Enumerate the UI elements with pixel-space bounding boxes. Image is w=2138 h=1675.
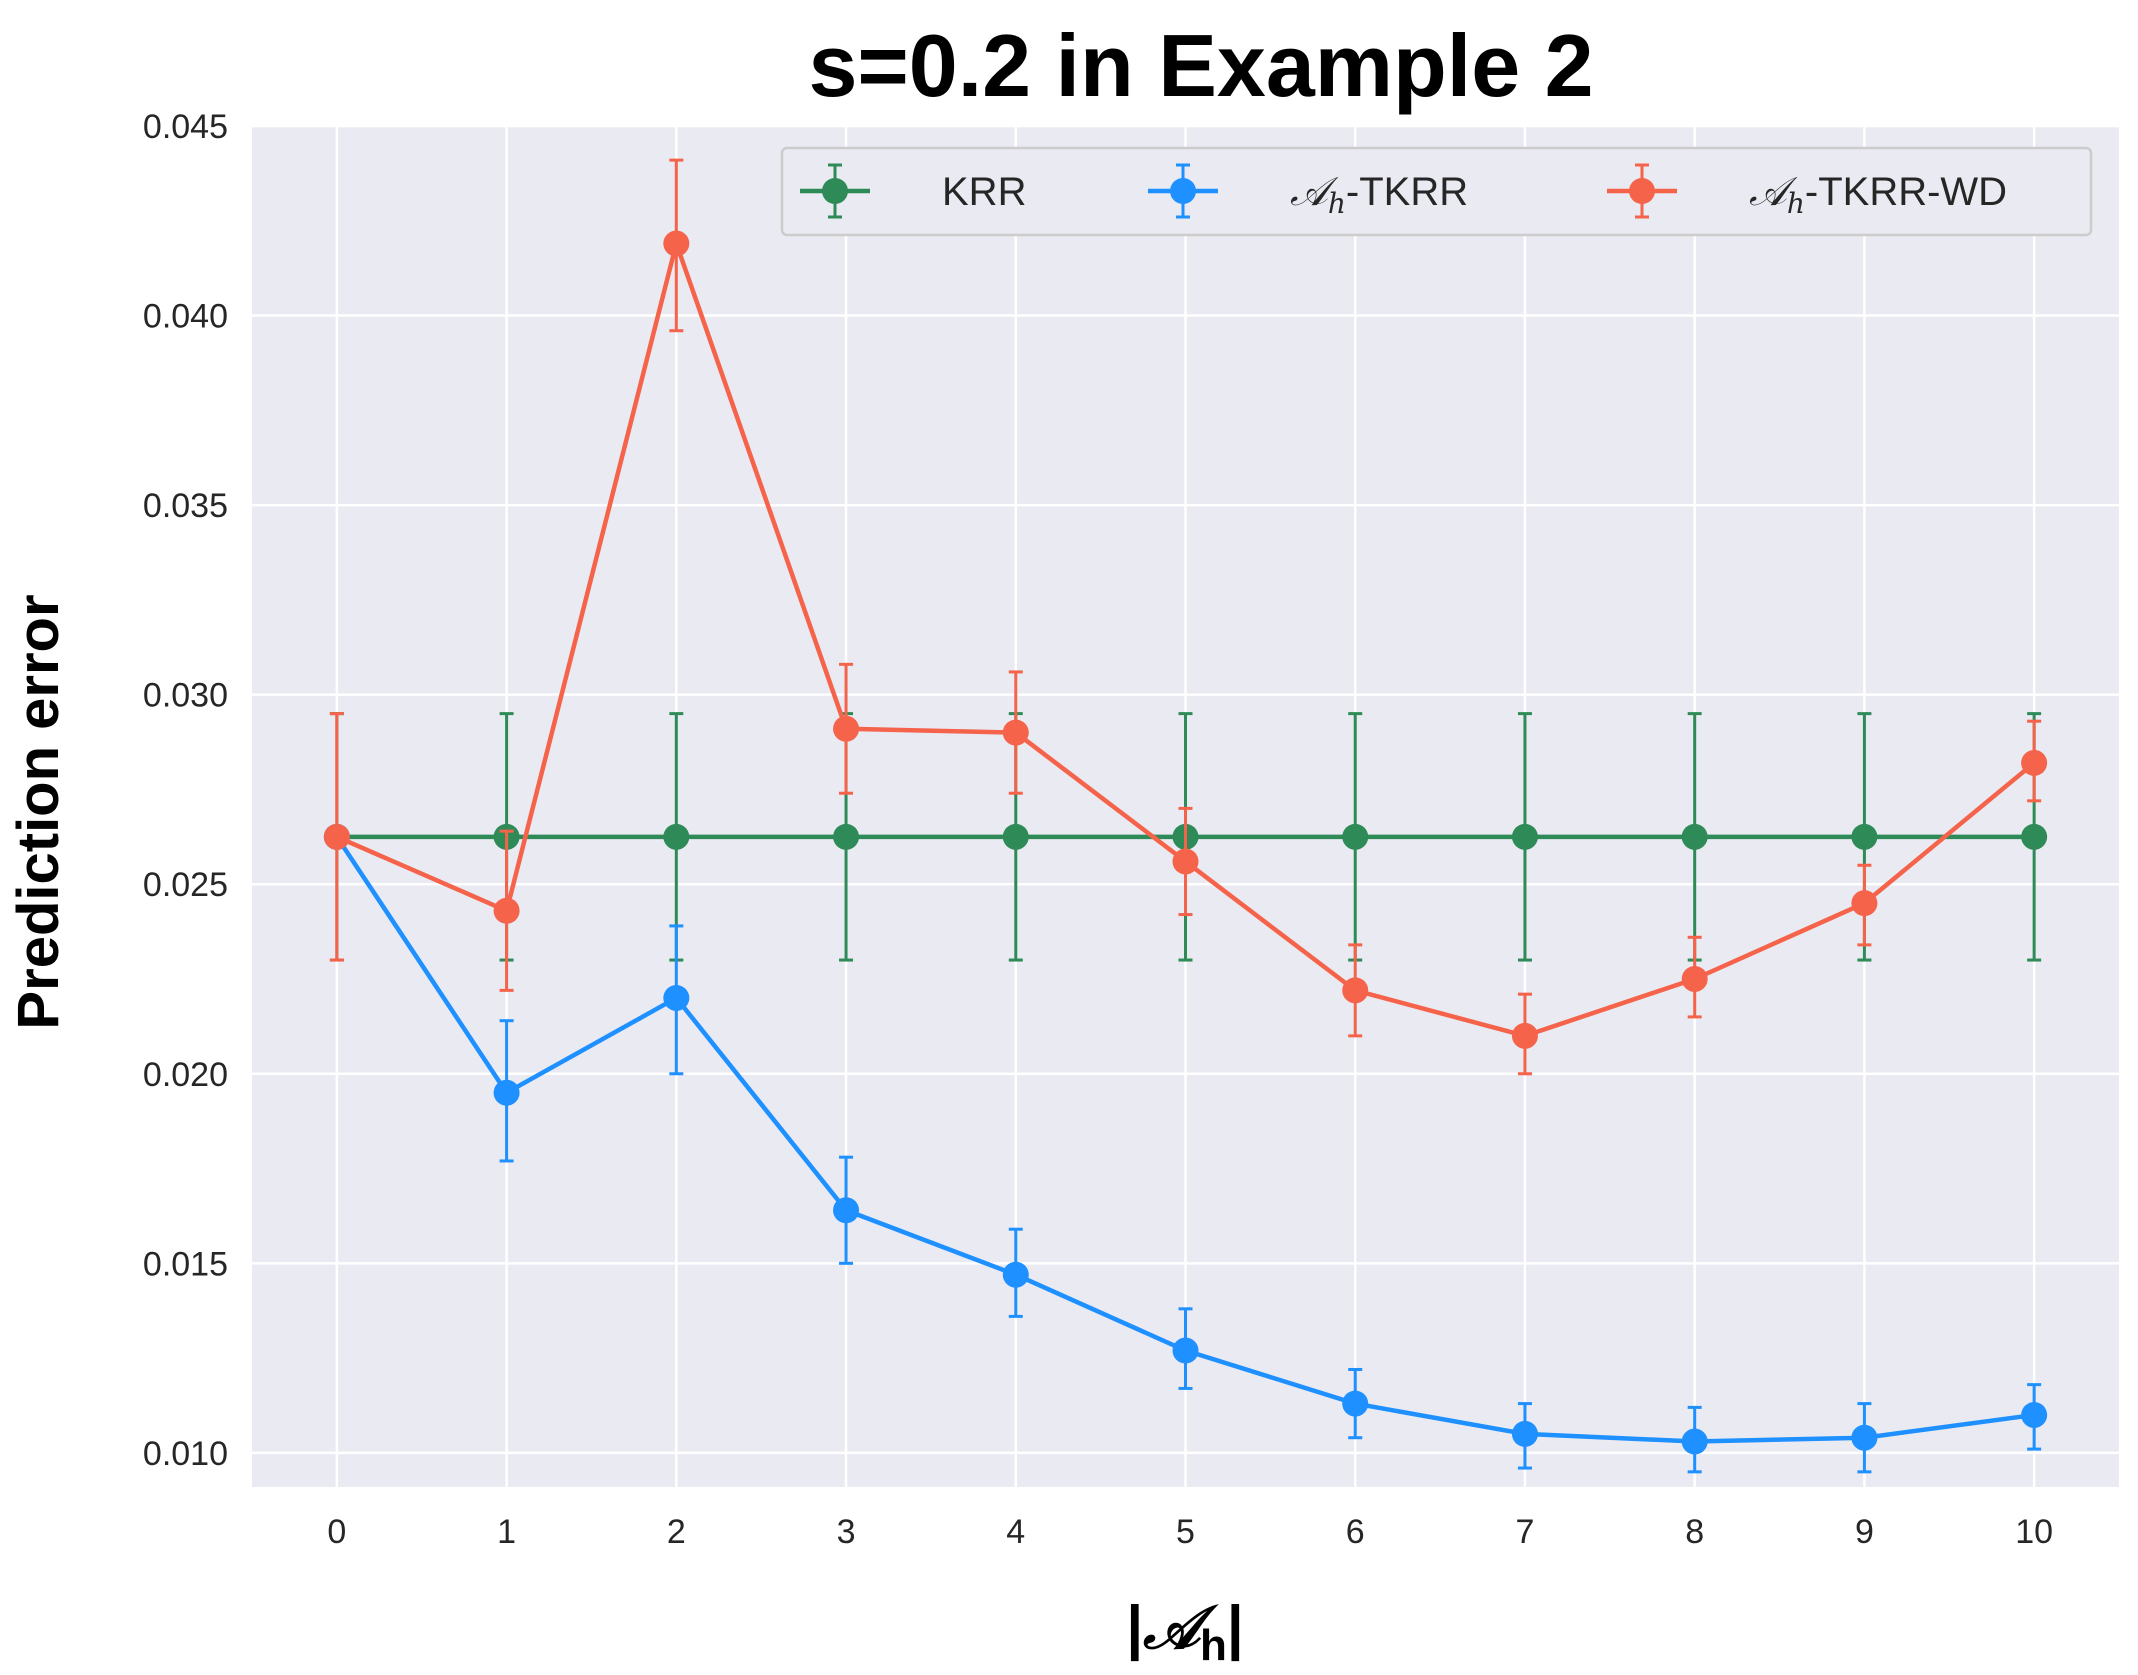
x-tick-label: 5 (1176, 1513, 1195, 1551)
legend-label-sub: h (1787, 187, 1805, 220)
data-point (1851, 1424, 1878, 1451)
data-point (2021, 749, 2048, 776)
data-point (1342, 1390, 1369, 1417)
data-point (833, 823, 860, 850)
legend-label-sub: h (1328, 187, 1346, 220)
legend: KRR 𝒜h-TKRR 𝒜h-TKRR-WD (780, 146, 2093, 237)
data-point (1851, 890, 1878, 917)
legend-marker (822, 178, 848, 204)
legend-marker (1170, 178, 1196, 204)
y-tick-label: 0.020 (143, 1056, 228, 1094)
data-point (1172, 848, 1199, 875)
x-tick-label: 7 (1515, 1513, 1534, 1551)
data-point (1342, 823, 1369, 850)
legend-label: KRR (942, 170, 1026, 214)
y-tick-label: 0.010 (143, 1435, 228, 1473)
data-point (1002, 823, 1029, 850)
plot-area: 0 1 2 3 4 5 6 7 8 9 10 0.010 0.015 0.020 0.025 0.030 0.0… (143, 108, 2119, 1551)
y-tick-label: 0.045 (143, 108, 228, 146)
legend-marker (1629, 178, 1655, 204)
x-tick-label: 0 (327, 1513, 346, 1551)
data-point (833, 1197, 860, 1224)
legend-entry-0: KRR (800, 163, 1026, 219)
data-point (833, 715, 860, 742)
data-point (1002, 719, 1029, 746)
data-point (493, 1079, 520, 1106)
y-tick-label: 0.035 (143, 487, 228, 525)
y-tick-label: 0.030 (143, 677, 228, 715)
data-point (1511, 823, 1538, 850)
series-2 (323, 158, 2048, 1076)
data-point (1681, 1428, 1708, 1455)
x-tick-label: 9 (1855, 1513, 1874, 1551)
series-1 (323, 823, 2048, 1474)
x-tick-label: 2 (667, 1513, 686, 1551)
data-point (1851, 823, 1878, 850)
data-point (1002, 1261, 1029, 1288)
x-tick-label: 6 (1346, 1513, 1365, 1551)
legend-label-text: -TKRR-WD (1805, 170, 2007, 214)
data-point (663, 823, 690, 850)
x-tick-label: 3 (837, 1513, 856, 1551)
data-point (2021, 1401, 2048, 1428)
x-axis-label: |𝒜h| (1126, 1593, 1243, 1670)
data-point (1681, 965, 1708, 992)
y-tick-label: 0.040 (143, 298, 228, 336)
legend-frame (780, 146, 2093, 237)
y-tick-label: 0.015 (143, 1245, 228, 1283)
x-axis-label-suffix: | (1227, 1594, 1244, 1662)
data-point (663, 230, 690, 257)
x-tick-label: 4 (1006, 1513, 1025, 1551)
x-tick-label: 1 (497, 1513, 516, 1551)
legend-label: 𝒜h-TKRR (1290, 169, 1468, 220)
y-axis-label: Prediction error (6, 594, 71, 1029)
data-point (493, 897, 520, 924)
data-point (1681, 823, 1708, 850)
y-tick-label: 0.025 (143, 866, 228, 904)
data-point (1342, 977, 1369, 1004)
legend-entry-1: 𝒜h-TKRR (1148, 163, 1468, 220)
data-point (2021, 823, 2048, 850)
data-point (323, 823, 350, 850)
data-point (1511, 1022, 1538, 1049)
data-point (1511, 1420, 1538, 1447)
legend-label-text: -TKRR (1346, 170, 1468, 214)
legend-entry-2: 𝒜h-TKRR-WD (1607, 163, 2007, 220)
data-point (663, 984, 690, 1011)
x-tick-label: 8 (1685, 1513, 1704, 1551)
data-point (1172, 1337, 1199, 1364)
x-axis-label-prefix: | (1126, 1594, 1143, 1662)
x-axis-label-sub: h (1200, 1621, 1227, 1670)
chart-title: s=0.2 in Example 2 (808, 16, 1593, 115)
x-tick-label: 10 (2015, 1513, 2053, 1551)
legend-label: 𝒜h-TKRR-WD (1749, 169, 2007, 220)
